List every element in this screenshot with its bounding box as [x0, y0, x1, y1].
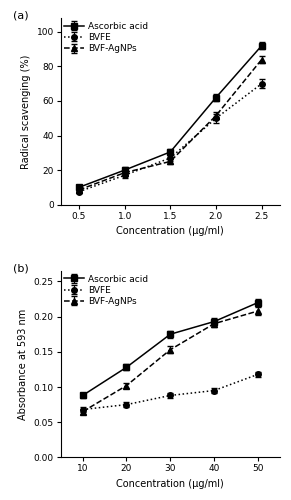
X-axis label: Concentration (μg/ml): Concentration (μg/ml): [116, 479, 224, 489]
Text: (a): (a): [13, 10, 28, 20]
Legend: Ascorbic acid, BVFE, BVF-AgNPs: Ascorbic acid, BVFE, BVF-AgNPs: [63, 272, 150, 308]
Y-axis label: Radical scavenging (%): Radical scavenging (%): [21, 54, 31, 168]
Y-axis label: Absorbance at 593 nm: Absorbance at 593 nm: [18, 308, 28, 420]
X-axis label: Concentration (μg/ml): Concentration (μg/ml): [116, 226, 224, 236]
Text: (b): (b): [13, 264, 28, 274]
Legend: Ascorbic acid, BVFE, BVF-AgNPs: Ascorbic acid, BVFE, BVF-AgNPs: [63, 20, 150, 55]
